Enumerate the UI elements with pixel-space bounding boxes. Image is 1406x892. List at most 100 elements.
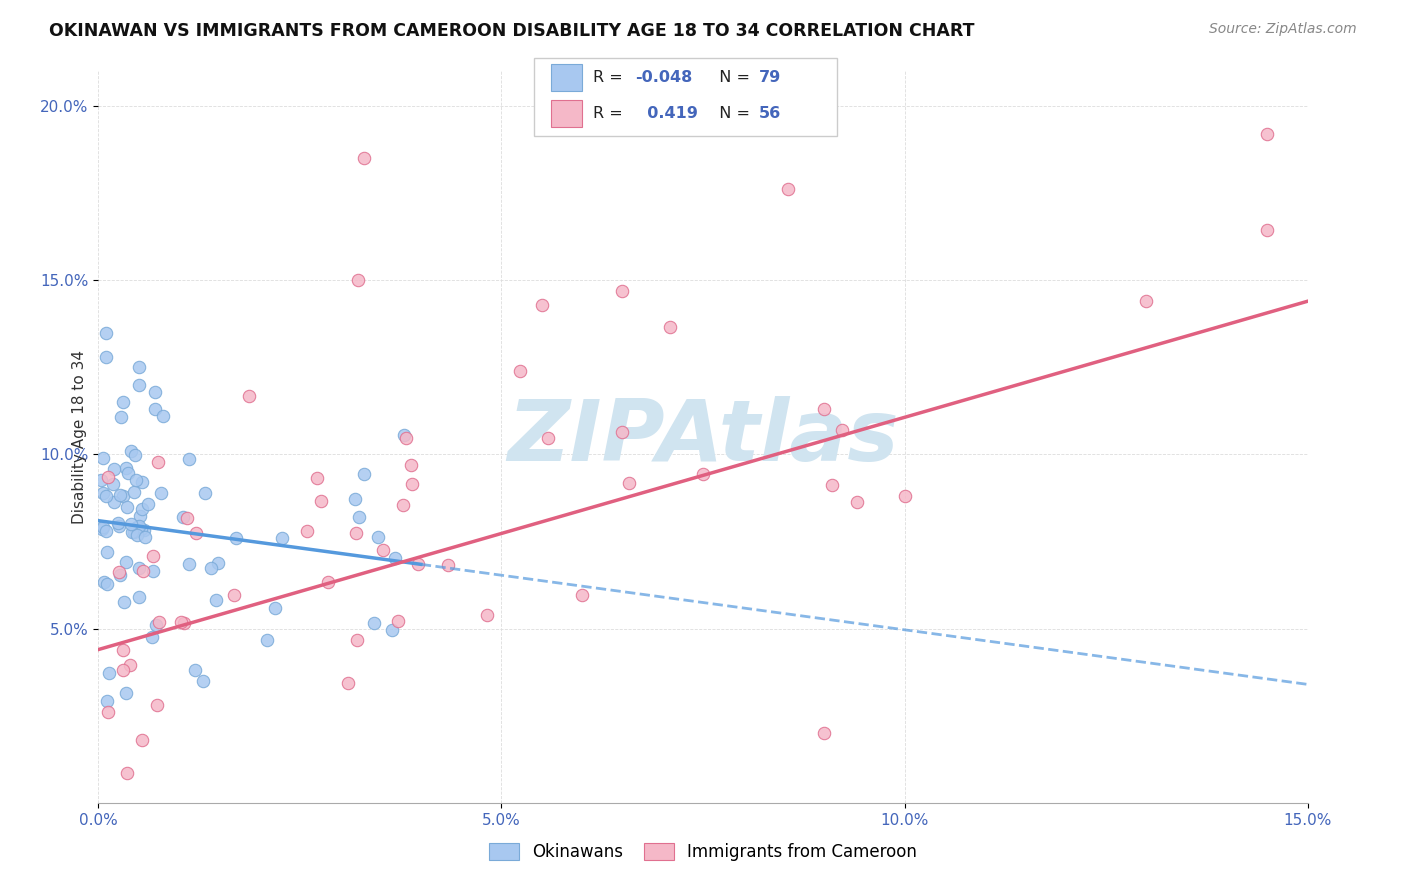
Point — [692, 467, 714, 481]
Point — [96, 524, 118, 538]
Point — [127, 527, 149, 541]
Point — [813, 402, 835, 417]
Point — [98, 665, 121, 680]
Point — [143, 384, 166, 399]
Legend: Okinawans, Immigrants from Cameroon: Okinawans, Immigrants from Cameroon — [482, 836, 924, 868]
Point — [107, 516, 129, 531]
Point — [571, 588, 593, 602]
Point — [118, 658, 141, 673]
Point — [893, 489, 915, 503]
Point — [122, 524, 145, 539]
Point — [371, 542, 394, 557]
Point — [111, 642, 134, 657]
Point — [363, 615, 385, 630]
Point — [612, 284, 634, 298]
Point — [131, 502, 153, 516]
Point — [207, 556, 229, 570]
Point — [353, 152, 375, 166]
Point — [131, 475, 153, 490]
Point — [112, 595, 135, 609]
Point — [384, 551, 406, 566]
Point — [142, 549, 165, 564]
Point — [115, 765, 138, 780]
Text: N =: N = — [709, 70, 755, 85]
Point — [184, 664, 207, 678]
Point — [659, 319, 682, 334]
Point — [263, 601, 285, 615]
Point — [367, 530, 389, 544]
Point — [128, 377, 150, 392]
Text: -0.048: -0.048 — [636, 70, 693, 85]
Text: N =: N = — [709, 106, 755, 120]
Point — [128, 519, 150, 533]
Text: Source: ZipAtlas.com: Source: ZipAtlas.com — [1209, 22, 1357, 37]
Point — [347, 272, 370, 286]
Point — [115, 686, 138, 700]
Point — [344, 526, 367, 541]
Text: 79: 79 — [759, 70, 782, 85]
Text: 0.419: 0.419 — [636, 106, 697, 120]
Point — [108, 568, 131, 582]
Point — [93, 575, 115, 590]
Point — [344, 491, 367, 506]
Point — [125, 474, 148, 488]
Point — [1256, 127, 1278, 141]
Point — [90, 474, 112, 488]
Point — [617, 475, 640, 490]
Text: 56: 56 — [759, 106, 782, 120]
Point — [222, 588, 245, 602]
Point — [336, 676, 359, 690]
Point — [143, 402, 166, 417]
Point — [112, 663, 135, 677]
Point — [114, 555, 136, 569]
Point — [111, 395, 134, 409]
Point — [97, 469, 120, 483]
Point — [96, 326, 118, 340]
Point — [96, 694, 118, 708]
Point — [387, 614, 409, 628]
Point — [121, 524, 143, 539]
Point — [111, 489, 134, 503]
Point — [96, 544, 118, 558]
Point — [132, 564, 155, 578]
Point — [401, 458, 423, 472]
Point — [225, 531, 247, 545]
Point — [107, 518, 129, 533]
Point — [114, 460, 136, 475]
Point — [128, 360, 150, 375]
Text: OKINAWAN VS IMMIGRANTS FROM CAMEROON DISABILITY AGE 18 TO 34 CORRELATION CHART: OKINAWAN VS IMMIGRANTS FROM CAMEROON DIS… — [49, 22, 974, 40]
Point — [381, 623, 404, 637]
Point — [436, 558, 458, 573]
Point — [110, 409, 132, 424]
Point — [821, 477, 844, 491]
Point — [129, 509, 152, 524]
Point — [91, 522, 114, 536]
Point — [134, 523, 156, 537]
Point — [117, 466, 139, 480]
Text: R =: R = — [593, 106, 628, 120]
Point — [271, 531, 294, 545]
Point — [297, 524, 319, 538]
Point — [406, 557, 429, 571]
Point — [91, 520, 114, 534]
Point — [205, 593, 228, 607]
Point — [122, 485, 145, 500]
Text: ZIPAtlas: ZIPAtlas — [508, 395, 898, 479]
Point — [184, 526, 207, 541]
Point — [142, 564, 165, 578]
Point — [136, 496, 159, 510]
Point — [845, 495, 868, 509]
Point — [120, 443, 142, 458]
Point — [612, 425, 634, 440]
Point — [148, 615, 170, 630]
Point — [193, 485, 215, 500]
Point — [124, 449, 146, 463]
Point — [305, 470, 328, 484]
Point — [177, 557, 200, 571]
Point — [172, 509, 194, 524]
Point — [103, 476, 125, 491]
Point — [392, 499, 415, 513]
Point — [128, 561, 150, 575]
Point — [346, 632, 368, 647]
Point — [148, 455, 170, 469]
